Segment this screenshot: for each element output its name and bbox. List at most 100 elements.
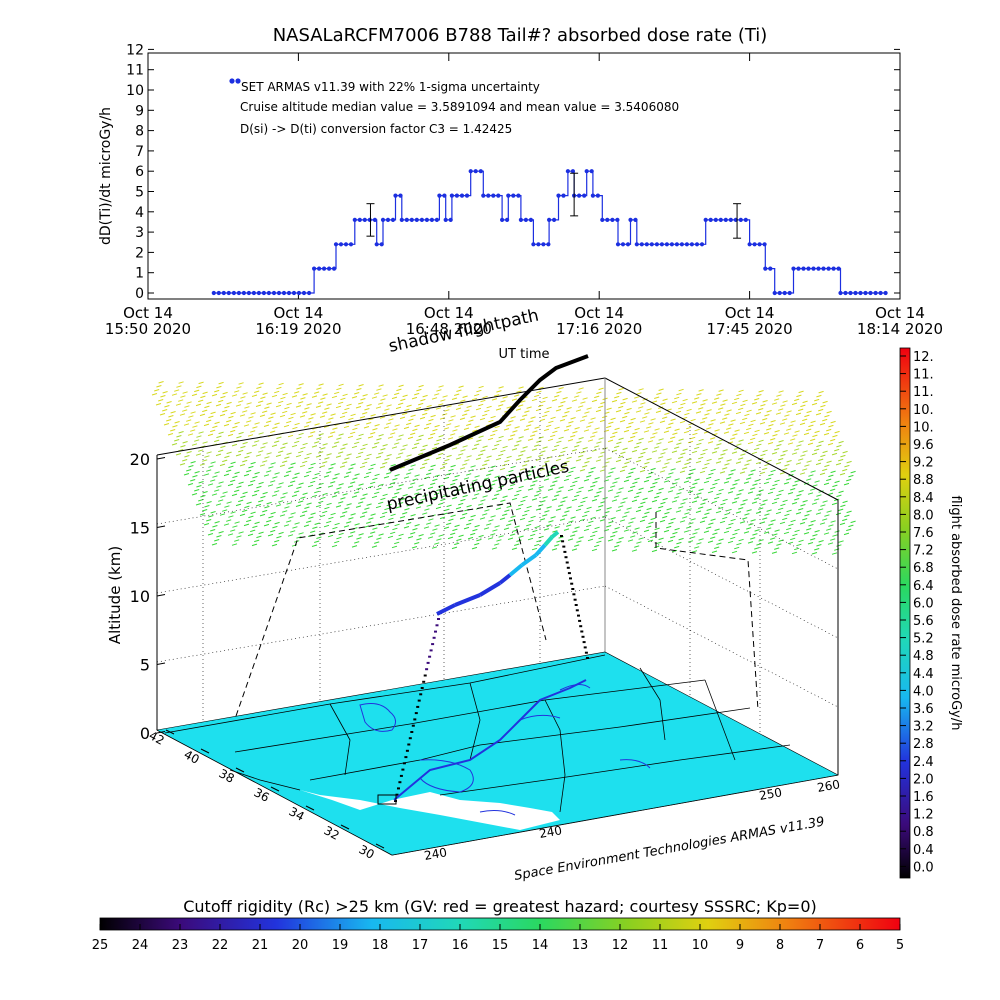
rigidity-dash xyxy=(344,507,350,510)
rigidity-dash xyxy=(659,519,666,523)
ocean-area xyxy=(300,790,560,830)
rigidity-dash xyxy=(558,486,564,489)
rigidity-dash xyxy=(284,506,290,509)
rigidity-dash xyxy=(731,550,738,554)
rigidity-dash xyxy=(778,408,784,411)
rigidity-dash xyxy=(242,410,248,413)
rigidity-dash xyxy=(679,420,686,424)
rigidity-dash xyxy=(362,412,368,415)
climb-dot xyxy=(414,712,418,715)
rigidity-dash xyxy=(246,469,252,473)
data-point xyxy=(868,290,873,296)
rigidity-dash xyxy=(415,406,422,410)
rigidity-dash xyxy=(203,523,210,526)
rigidity-dash xyxy=(678,406,684,410)
rigidity-dash xyxy=(735,411,742,415)
flight-segment xyxy=(498,573,512,585)
rigidity-dash xyxy=(682,516,688,519)
rigidity-dash xyxy=(491,547,498,550)
rigidity-dash xyxy=(436,488,442,492)
rigidity-dash xyxy=(364,507,370,510)
rigidity-dash xyxy=(796,543,802,547)
rigidity-dash xyxy=(199,513,206,516)
rigidity-dash xyxy=(824,464,830,468)
rigidity-dash xyxy=(190,479,196,482)
rigidity-dash xyxy=(482,463,488,466)
rigidity-dash xyxy=(372,527,378,530)
rigidity-dash xyxy=(158,381,164,384)
rigidity-dash xyxy=(242,459,248,463)
rigidity-dash xyxy=(548,520,554,523)
rigidity-dash xyxy=(302,411,308,414)
rigidity-dash xyxy=(183,473,190,476)
rigidity-dash xyxy=(390,531,396,535)
rigidity-dash xyxy=(271,494,278,497)
rigidity-dash xyxy=(472,429,478,432)
rigidity-dash xyxy=(626,525,632,528)
rigidity-dash xyxy=(354,473,360,476)
rigidity-dash xyxy=(435,456,442,460)
rigidity-dash xyxy=(374,392,380,395)
climb-dot xyxy=(423,674,427,677)
rigidity-dash xyxy=(550,416,556,420)
climb-dot xyxy=(428,655,432,658)
rigidity-dash xyxy=(598,487,604,490)
rigidity-dash xyxy=(354,441,360,445)
rigidity-dash xyxy=(430,432,436,436)
rigidity-dash xyxy=(746,427,752,431)
rigidity-dash xyxy=(738,489,744,492)
rigidity-dash xyxy=(184,405,190,408)
rigidity-dash xyxy=(418,502,424,505)
y-axis-label: dD(Ti)/dt microGy/h xyxy=(98,107,114,245)
rigidity-dash xyxy=(522,464,528,467)
descent-dot xyxy=(584,651,588,654)
rigidity-dash xyxy=(426,522,432,525)
rigidity-dash xyxy=(800,454,806,457)
rigidity-dash xyxy=(466,423,472,426)
rigidity-dash xyxy=(706,476,712,480)
rigidity-dash xyxy=(362,493,368,496)
rigidity-dash xyxy=(783,432,790,435)
rigidity-dash xyxy=(582,514,588,518)
rigidity-dash xyxy=(711,550,718,553)
rigidity-dash xyxy=(371,446,378,449)
rigidity-dash xyxy=(450,464,456,468)
rigidity-dash xyxy=(548,420,554,424)
rigidity-dash xyxy=(275,404,282,408)
rigidity-dash xyxy=(572,530,578,533)
rigidity-dash xyxy=(186,469,192,472)
rigidity-dash xyxy=(266,470,272,473)
rigidity-dash xyxy=(412,528,418,531)
rigidity-dash xyxy=(472,479,478,482)
rigidity-dash xyxy=(423,526,430,529)
rigidity-dash xyxy=(491,398,498,401)
rigidity-dash xyxy=(419,416,426,420)
rigidity-dash xyxy=(424,408,430,412)
climb-dot xyxy=(408,737,412,740)
rigidity-dash xyxy=(370,481,376,485)
rigidity-dash xyxy=(626,425,632,429)
colorbar-right-ticks: 12.11.11.10.10.9.69.28.88.48.07.67.26.86… xyxy=(900,350,934,875)
rigidity-dash xyxy=(476,389,482,393)
rigidity-dash xyxy=(370,513,376,516)
rigidity-dash xyxy=(216,485,222,488)
rigidity-dash xyxy=(251,493,258,497)
rigidity-dash xyxy=(447,486,454,490)
rigidity-dash xyxy=(219,413,226,417)
rigidity-dash xyxy=(322,492,328,496)
rigidity-dash xyxy=(227,433,234,437)
rigidity-dash xyxy=(554,494,560,497)
rigidity-dash xyxy=(250,461,256,465)
rigidity-dash xyxy=(276,436,282,439)
rigidity-dash xyxy=(799,472,806,475)
rigidity-dash xyxy=(834,530,840,533)
rigidity-dash xyxy=(516,390,522,393)
rigidity-dash xyxy=(686,458,692,461)
climb-dot xyxy=(402,762,406,765)
rigidity-dash xyxy=(374,473,380,477)
rigidity-dash xyxy=(392,478,398,481)
rigidity-dash xyxy=(666,426,672,429)
rigidity-dash xyxy=(808,474,814,477)
rigidity-dash xyxy=(338,433,344,436)
colorbar-right-tick-label: 4.8 xyxy=(913,649,934,664)
